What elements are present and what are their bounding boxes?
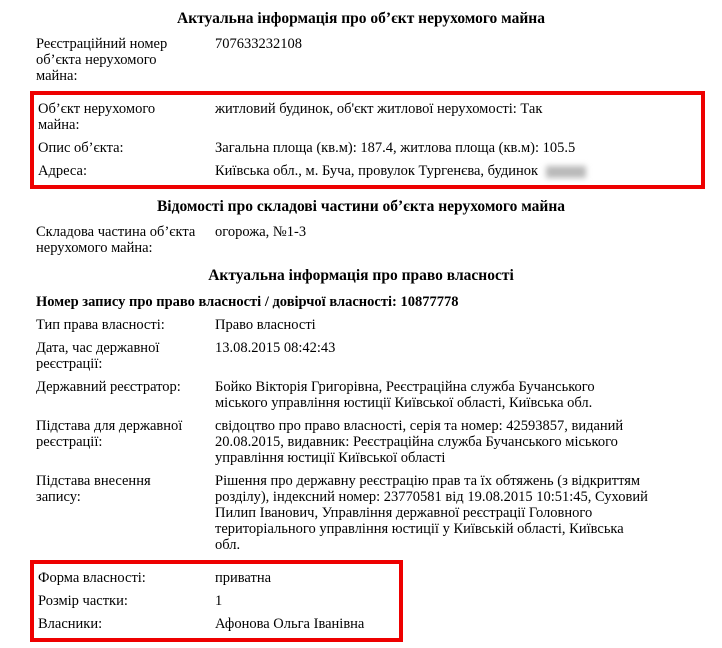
- field-row-registration-number: Реєстраційний номер об’єкта нерухомого м…: [36, 36, 722, 84]
- field-row-share-size: Розмір частки: 1: [38, 593, 399, 609]
- section-title-components: Відомості про складові частини об’єкта н…: [156, 198, 566, 215]
- field-label: Розмір частки:: [38, 593, 128, 609]
- field-label: Опис об’єкта:: [38, 140, 124, 156]
- field-row-object-description: Опис об’єкта: Загальна площа (кв.м): 187…: [38, 140, 701, 156]
- field-row-component-part: Складова частина об’єкта нерухомого майн…: [36, 224, 722, 256]
- field-label: Об’єкт нерухомого майна:: [38, 101, 156, 133]
- field-row-registration-datetime: Дата, час державної реєстрації: 13.08.20…: [36, 340, 722, 372]
- field-value: 13.08.2015 08:42:43: [215, 340, 336, 356]
- field-label: Підстава для державної реєстрації:: [36, 418, 183, 450]
- field-value: Рішення про державну реєстрацію прав та …: [215, 473, 648, 553]
- field-value: Загальна площа (кв.м): 187.4, житлова пл…: [215, 140, 576, 156]
- field-row-ownership-type: Тип права власності: Право власності: [36, 317, 722, 333]
- field-value: 1: [215, 593, 223, 609]
- address-text: Київська обл., м. Буча, провулок Тургенє…: [215, 163, 539, 179]
- field-label: Власники:: [38, 616, 103, 632]
- field-value: свідоцтво про право власності, серія та …: [215, 418, 624, 466]
- field-value: Київська обл., м. Буча, провулок Тургенє…: [215, 163, 695, 179]
- field-row-state-registrar: Державний реєстратор: Бойко Вікторія Гри…: [36, 379, 722, 411]
- field-label: Державний реєстратор:: [36, 379, 181, 395]
- highlight-box-ownership-details: Форма власності: приватна Розмір частки:…: [30, 560, 403, 642]
- field-value: Бойко Вікторія Григорівна, Реєстраційна …: [215, 379, 595, 411]
- field-row-registration-basis: Підстава для державної реєстрації: свідо…: [36, 418, 722, 466]
- field-value: огорожа, №1-3: [215, 224, 307, 240]
- field-label: Дата, час державної реєстрації:: [36, 340, 160, 372]
- field-row-owners: Власники: Афонова Ольга Іванівна: [38, 616, 399, 632]
- field-value: Право власності: [215, 317, 316, 333]
- redacted-house-number: [546, 165, 587, 178]
- highlight-box-object-details: Об’єкт нерухомого майна: житловий будино…: [30, 91, 705, 189]
- field-row-ownership-form: Форма власності: приватна: [38, 570, 399, 586]
- field-label: Тип права власності:: [36, 317, 165, 333]
- field-label: Реєстраційний номер об’єкта нерухомого м…: [36, 36, 168, 84]
- field-value: Афонова Ольга Іванівна: [215, 616, 365, 632]
- field-label: Складова частина об’єкта нерухомого майн…: [36, 224, 196, 256]
- field-label: Форма власності:: [38, 570, 146, 586]
- field-label: Адреса:: [38, 163, 87, 179]
- section-title-object-info: Актуальна інформація про об’єкт нерухомо…: [177, 10, 545, 27]
- field-row-record-entry-basis: Підстава внесення запису: Рішення про де…: [36, 473, 722, 553]
- field-value: 707633232108: [215, 36, 302, 52]
- field-row-object-type: Об’єкт нерухомого майна: житловий будино…: [38, 101, 701, 133]
- field-label: Підстава внесення запису:: [36, 473, 151, 505]
- field-value: житловий будинок, об'єкт житлової нерухо…: [215, 101, 543, 117]
- field-row-address: Адреса: Київська обл., м. Буча, провулок…: [38, 163, 701, 179]
- ownership-record-number: Номер запису про право власності / довір…: [36, 294, 459, 310]
- section-title-ownership: Актуальна інформація про право власності: [208, 267, 514, 284]
- field-value: приватна: [215, 570, 272, 586]
